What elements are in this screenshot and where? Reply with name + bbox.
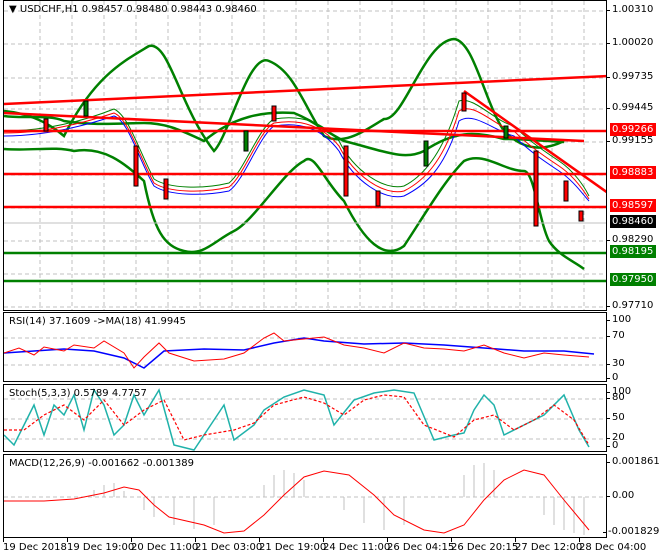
macd-tick: 0.001861 <box>607 456 660 467</box>
price-tick: 1.00310 <box>606 4 654 15</box>
price-chart-title: ▼ USDCHF,H1 0.98457 0.98480 0.98443 0.98… <box>9 4 257 15</box>
price-tick: 0.99155 <box>606 135 654 146</box>
stoch-tick: 0 <box>606 440 619 451</box>
time-label: 19 Dec 19:00 <box>67 538 135 553</box>
price-scale: 1.00310 1.00020 0.99735 0.99445 0.99155 … <box>606 0 660 311</box>
price-tick: 0.97710 <box>606 300 654 311</box>
macd-tick: 0.00 <box>606 490 635 501</box>
level-tag-resistance-3: 0.98597 <box>610 199 656 212</box>
stoch-tick: 50 <box>607 412 625 423</box>
level-tag-resistance-1: 0.99266 <box>610 123 656 136</box>
level-tag-support-2: 0.97950 <box>610 273 656 286</box>
time-label: 21 Dec 03:00 <box>195 538 263 553</box>
stochastic-title: Stoch(5,3,3) 0.5789 4.7757 <box>9 388 147 399</box>
time-label: 20 Dec 11:00 <box>131 538 199 553</box>
rsi-title: RSI(14) 37.1609 ->MA(18) 41.9945 <box>9 316 186 327</box>
price-tick: 1.00020 <box>606 37 654 48</box>
symbol-ohlc-label: USDCHF,H1 0.98457 0.98480 0.98443 0.9846… <box>19 4 257 15</box>
time-label: 24 Dec 11:00 <box>323 538 391 553</box>
time-label: 26 Dec 04:15 <box>387 538 455 553</box>
stoch-tick: 100 <box>606 386 632 397</box>
rsi-tick: 0 <box>606 372 619 383</box>
macd-scale: 0.001861 0.00 -0.001829 <box>602 454 660 538</box>
macd-panel[interactable]: MACD(12,26,9) -0.001662 -0.001389 <box>3 454 607 538</box>
level-tag-resistance-2: 0.98883 <box>610 166 656 179</box>
time-label: 21 Dec 19:00 <box>259 538 327 553</box>
stoch-tick: 80 <box>607 392 625 403</box>
rsi-canvas <box>4 332 606 369</box>
time-label: 27 Dec 12:00 <box>515 538 583 553</box>
price-chart-panel[interactable]: ▼ USDCHF,H1 0.98457 0.98480 0.98443 0.98… <box>3 0 607 311</box>
current-price-tag: 0.98460 <box>610 215 656 228</box>
stochastic-canvas <box>4 388 606 451</box>
rsi-panel[interactable]: RSI(14) 37.1609 ->MA(18) 41.9945 <box>3 312 607 382</box>
time-label: 19 Dec 2018 <box>3 538 67 553</box>
macd-tick: -0.001829 <box>602 526 660 537</box>
rsi-tick: 30 <box>607 358 625 369</box>
price-tick: 0.99445 <box>606 102 654 113</box>
rsi-tick: 100 <box>606 314 632 325</box>
stochastic-panel[interactable]: Stoch(5,3,3) 0.5789 4.7757 <box>3 384 607 452</box>
collapse-arrow-icon[interactable]: ▼ <box>9 4 17 15</box>
stochastic-scale: 100 80 50 20 0 <box>606 384 660 452</box>
price-chart-canvas <box>4 1 606 310</box>
level-tag-support-1: 0.98195 <box>610 245 656 258</box>
rsi-scale: 100 70 30 0 <box>606 312 660 383</box>
time-label: 26 Dec 20:15 <box>451 538 519 553</box>
macd-title: MACD(12,26,9) -0.001662 -0.001389 <box>9 458 194 469</box>
macd-canvas <box>4 463 606 535</box>
price-tick: 0.98290 <box>606 234 654 245</box>
rsi-tick: 70 <box>607 330 625 341</box>
time-label: 28 Dec 04:00 <box>579 538 647 553</box>
stoch-tick: 20 <box>607 432 625 443</box>
time-axis: 19 Dec 2018 19 Dec 19:00 20 Dec 11:00 21… <box>0 538 660 560</box>
price-tick: 0.99735 <box>606 71 654 82</box>
